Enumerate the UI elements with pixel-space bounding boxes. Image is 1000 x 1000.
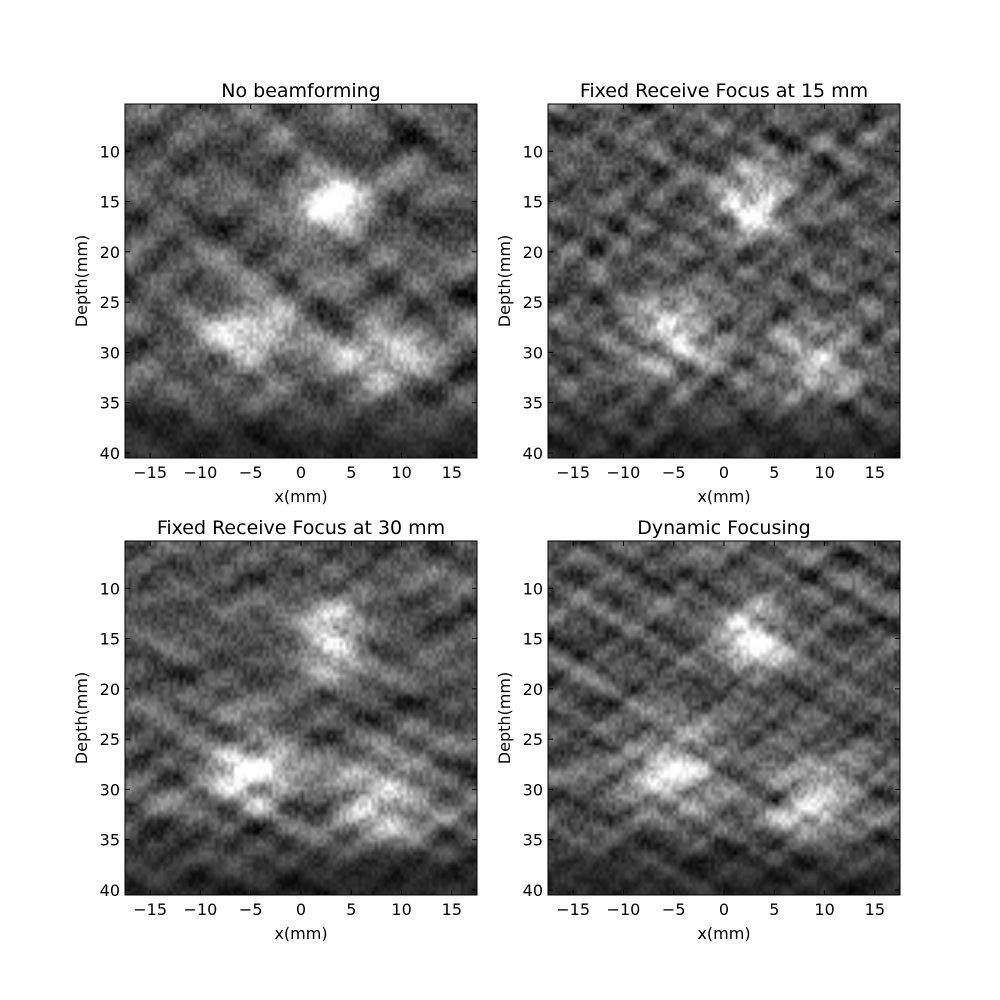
y-tick-label: 15 (523, 193, 543, 212)
x-tick-label: 5 (346, 900, 356, 919)
x-tick-label: 15 (442, 900, 462, 919)
y-tick-label: 30 (100, 780, 120, 799)
panel-title: No beamforming (221, 80, 380, 102)
panel-fixed-focus-30mm: −15 −10 −5 0 5 10 15 10 15 20 25 30 35 40 Fixed Receiv… (72, 517, 478, 943)
x-tick-label: 0 (296, 463, 306, 482)
x-tick-label: −5 (239, 900, 263, 919)
y-tick-label: 35 (523, 831, 543, 850)
x-tick-label: 15 (442, 463, 462, 482)
x-tick-label: 5 (769, 463, 779, 482)
y-tick-label: 20 (523, 680, 543, 699)
y-tick-label: 35 (100, 394, 120, 413)
y-tick-label: 40 (523, 881, 543, 900)
ultrasound-image (548, 541, 900, 895)
y-axis-label: Depth(mm) (72, 672, 91, 764)
x-tick-label: 15 (865, 463, 885, 482)
y-tick-label: 20 (100, 243, 120, 262)
x-tick-label: −5 (662, 900, 686, 919)
y-tick-label: 15 (523, 630, 543, 649)
x-tick-label: −15 (556, 463, 590, 482)
x-tick-label: −15 (133, 900, 167, 919)
ultrasound-image (125, 104, 477, 458)
x-tick-label: −5 (662, 463, 686, 482)
y-tick-label: 10 (523, 142, 543, 161)
x-tick-label: −5 (239, 463, 263, 482)
y-tick-label: 10 (523, 579, 543, 598)
y-tick-label: 10 (100, 142, 120, 161)
x-axis-label: x(mm) (274, 487, 327, 506)
x-tick-label: 15 (865, 900, 885, 919)
y-tick-label: 20 (523, 243, 543, 262)
y-tick-label: 40 (523, 444, 543, 463)
x-tick-label: 10 (814, 463, 834, 482)
x-axis-label: x(mm) (274, 924, 327, 943)
y-tick-label: 35 (100, 831, 120, 850)
y-tick-label: 10 (100, 579, 120, 598)
y-tick-label: 35 (523, 394, 543, 413)
panel-fixed-focus-15mm: −15 −10 −5 0 5 10 15 10 15 20 25 30 35 40 Fixed Receiv… (495, 80, 901, 506)
x-axis-label: x(mm) (697, 924, 750, 943)
y-tick-label: 25 (100, 293, 120, 312)
y-axis-label: Depth(mm) (495, 672, 514, 764)
panel-no-beamforming: −15 −10 −5 0 5 10 15 10 15 20 25 30 35 40 No beamformi… (72, 80, 478, 506)
panel-dynamic-focusing: −15 −10 −5 0 5 10 15 10 15 20 25 30 35 40 Dynamic Focu… (495, 517, 901, 943)
y-tick-label: 25 (100, 730, 120, 749)
x-tick-label: 0 (296, 900, 306, 919)
panel-title: Fixed Receive Focus at 15 mm (580, 80, 868, 102)
x-tick-label: 10 (391, 900, 411, 919)
y-tick-label: 25 (523, 293, 543, 312)
y-tick-label: 15 (100, 193, 120, 212)
y-tick-label: 40 (100, 444, 120, 463)
y-tick-label: 25 (523, 730, 543, 749)
y-tick-label: 15 (100, 630, 120, 649)
panel-title: Fixed Receive Focus at 30 mm (157, 517, 445, 539)
x-tick-label: 5 (346, 463, 356, 482)
panel-title: Dynamic Focusing (637, 517, 810, 539)
y-tick-label: 30 (523, 343, 543, 362)
x-tick-label: 10 (814, 900, 834, 919)
x-tick-label: −15 (133, 463, 167, 482)
y-tick-label: 30 (100, 343, 120, 362)
x-tick-label: −10 (607, 463, 641, 482)
ultrasound-image (125, 541, 477, 895)
x-tick-label: 0 (719, 900, 729, 919)
y-tick-label: 30 (523, 780, 543, 799)
y-tick-label: 20 (100, 680, 120, 699)
y-axis-label: Depth(mm) (72, 235, 91, 327)
ultrasound-image (548, 104, 900, 458)
x-tick-label: −10 (184, 463, 218, 482)
x-tick-label: −15 (556, 900, 590, 919)
x-tick-label: 5 (769, 900, 779, 919)
x-axis-label: x(mm) (697, 487, 750, 506)
x-tick-label: 0 (719, 463, 729, 482)
x-tick-label: −10 (607, 900, 641, 919)
x-tick-label: −10 (184, 900, 218, 919)
y-axis-label: Depth(mm) (495, 235, 514, 327)
x-tick-label: 10 (391, 463, 411, 482)
y-tick-label: 40 (100, 881, 120, 900)
